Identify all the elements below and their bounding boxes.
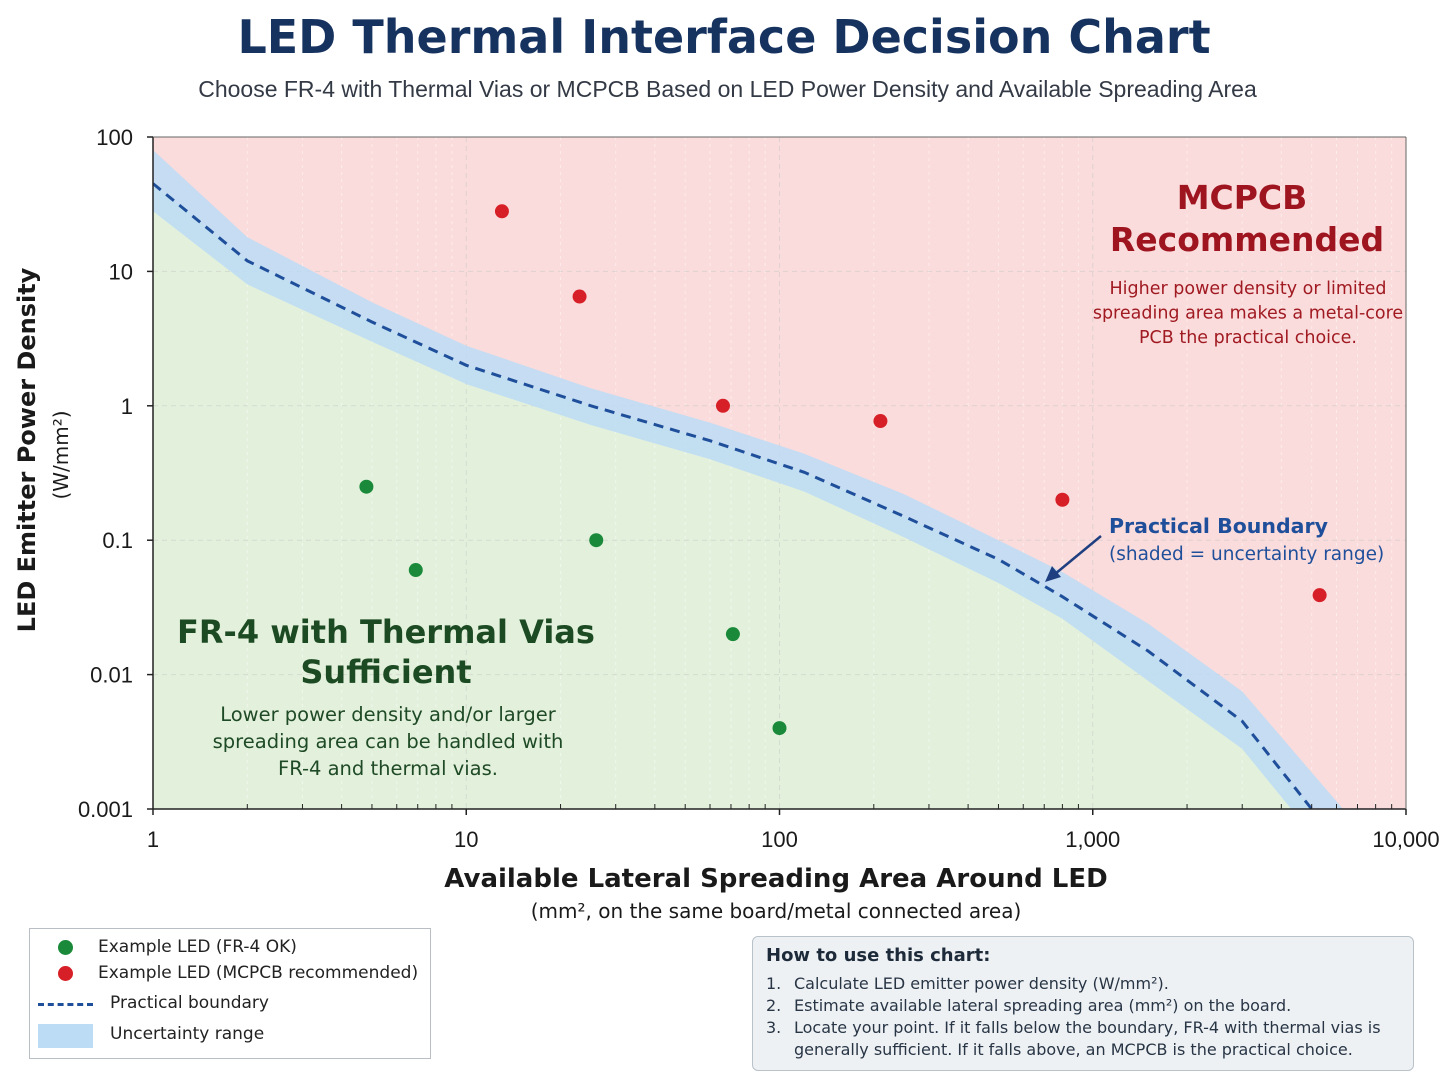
red-dot-icon xyxy=(58,966,73,981)
step-number: 3. xyxy=(766,1018,782,1037)
legend-label: Practical boundary xyxy=(110,993,269,1013)
tick-label-x: 1 xyxy=(147,827,159,852)
legend-item-mcpcb: Example LED (MCPCB recommended) xyxy=(30,961,430,987)
legend-label: Uncertainty range xyxy=(110,1024,265,1044)
data-point-mcpcb xyxy=(572,289,587,304)
tick-label-x: 10,000 xyxy=(1372,827,1439,852)
step-number: 2. xyxy=(766,996,782,1015)
boundary-callout-text: (shaded = uncertainty range) xyxy=(1109,544,1384,565)
mcpcb-region-description: PCB the practical choice. xyxy=(1139,328,1357,348)
step-text: Estimate available lateral spreading are… xyxy=(794,996,1292,1015)
tick-label-y: 0.1 xyxy=(102,528,133,553)
legend-item-fr4-ok: Example LED (FR-4 OK) xyxy=(30,935,430,961)
how-to-steps: 1. Calculate LED emitter power density (W… xyxy=(766,973,1406,1061)
data-point-mcpcb xyxy=(1312,588,1327,603)
step-number: 1. xyxy=(766,974,782,993)
boundary-line xyxy=(153,182,1313,809)
data-point-fr4-ok xyxy=(772,721,787,736)
tick-label-y: 1 xyxy=(121,394,133,419)
fr4-region-title: Sufficient xyxy=(300,653,471,691)
x-axis-label: Available Lateral Spreading Area Around … xyxy=(444,864,1107,894)
boundary-callout-title: Practical Boundary xyxy=(1109,514,1328,538)
how-to-step: 3. Locate your point. If it falls below t… xyxy=(766,1017,1406,1061)
step-text: Locate your point. If it falls below the… xyxy=(794,1018,1381,1059)
band-swatch-icon xyxy=(38,1024,93,1048)
tick-label-x: 1,000 xyxy=(1065,827,1120,852)
y-axis-label: LED Emitter Power Density xyxy=(13,267,41,632)
callout-arrowhead-icon xyxy=(1045,566,1061,582)
fr4-region-description: FR-4 and thermal vias. xyxy=(278,757,498,780)
data-point-mcpcb xyxy=(494,204,509,219)
legend-item-uncertainty: Uncertainty range xyxy=(30,1022,430,1048)
legend-item-boundary: Practical boundary xyxy=(30,991,430,1017)
data-point-mcpcb xyxy=(1055,492,1070,507)
x-axis-sublabel: (mm², on the same board/metal connected … xyxy=(531,899,1022,923)
mcpcb-region-title: Recommended xyxy=(1110,220,1384,259)
tick-label-x: 100 xyxy=(761,827,798,852)
legend-label: Example LED (MCPCB recommended) xyxy=(98,963,419,983)
how-to-panel: How to use this chart: 1. Calculate LED e… xyxy=(752,936,1414,1071)
legend-label: Example LED (FR-4 OK) xyxy=(98,937,297,957)
green-dot-icon xyxy=(58,940,73,955)
fr4-region-description: spreading area can be handled with xyxy=(213,730,564,753)
data-point-fr4-ok xyxy=(589,533,604,548)
callout-arrow-icon xyxy=(1054,535,1102,575)
how-to-step: 1. Calculate LED emitter power density (W… xyxy=(766,973,1406,995)
how-to-title: How to use this chart: xyxy=(766,945,991,966)
fr4-region-description: Lower power density and/or larger xyxy=(220,703,557,726)
mcpcb-region-description: Higher power density or limited xyxy=(1110,279,1387,299)
tick-label-y: 10 xyxy=(109,259,133,284)
data-point-fr4-ok xyxy=(408,563,423,578)
how-to-step: 2. Estimate available lateral spreading a… xyxy=(766,995,1406,1017)
data-point-mcpcb xyxy=(715,398,730,413)
y-axis-sublabel: (W/mm²) xyxy=(49,410,73,499)
tick-label-y: 100 xyxy=(96,125,133,150)
chart-title: LED Thermal Interface Decision Chart xyxy=(237,10,1211,64)
legend: Example LED (FR-4 OK) Example LED (MCPCB… xyxy=(29,928,431,1059)
chart-subtitle: Choose FR-4 with Thermal Vias or MCPCB B… xyxy=(198,76,1257,102)
mcpcb-region-description: spreading area makes a metal-core xyxy=(1093,304,1403,324)
data-point-mcpcb xyxy=(873,414,888,429)
mcpcb-region-title: MCPCB xyxy=(1177,178,1308,217)
step-text: Calculate LED emitter power density (W/m… xyxy=(794,974,1169,993)
tick-label-x: 10 xyxy=(454,827,478,852)
fr4-region-title: FR-4 with Thermal Vias xyxy=(177,613,595,651)
dashed-line-icon xyxy=(38,1003,93,1006)
data-point-fr4-ok xyxy=(359,479,374,494)
tick-label-y: 0.001 xyxy=(78,797,133,822)
tick-label-y: 0.01 xyxy=(90,663,133,688)
fr4-region xyxy=(153,183,1312,809)
data-point-fr4-ok xyxy=(725,627,740,642)
